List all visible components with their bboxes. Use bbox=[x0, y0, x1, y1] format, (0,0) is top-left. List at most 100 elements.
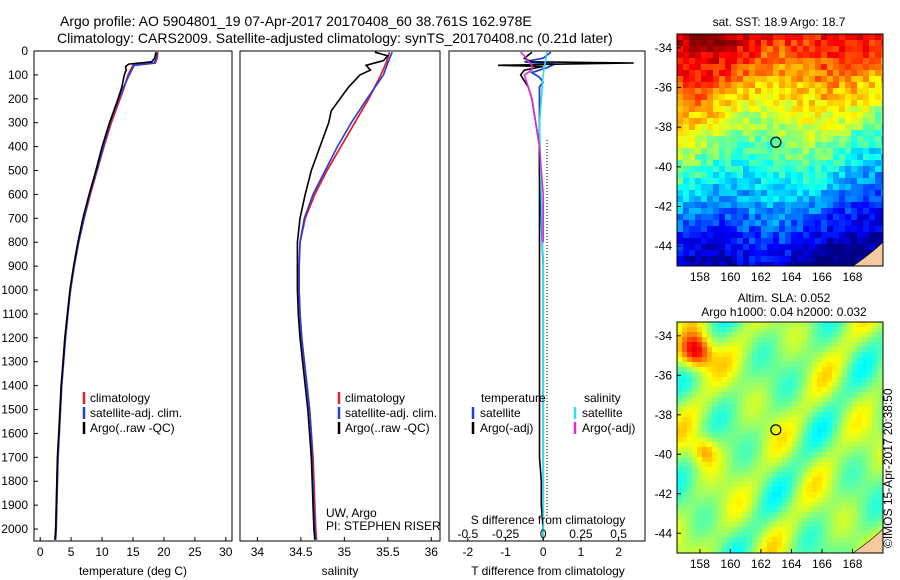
map-cell bbox=[837, 457, 843, 463]
map-cell bbox=[803, 220, 810, 227]
map-cell bbox=[782, 342, 788, 348]
map-cell bbox=[707, 422, 713, 428]
map-cell bbox=[791, 190, 798, 197]
map-cell bbox=[725, 136, 732, 143]
map-cell bbox=[802, 462, 808, 468]
map-cell bbox=[852, 332, 858, 338]
map-cell bbox=[797, 130, 804, 137]
map-cell bbox=[752, 397, 758, 403]
map-cell bbox=[822, 397, 828, 403]
map-cell bbox=[872, 532, 878, 538]
map-cell bbox=[772, 517, 778, 523]
map-cell bbox=[867, 467, 873, 473]
map-cell bbox=[712, 507, 718, 513]
map-cell bbox=[692, 327, 698, 333]
map-cell bbox=[852, 522, 858, 528]
map-cell bbox=[827, 472, 833, 478]
map-cell bbox=[773, 262, 780, 266]
map-cell bbox=[817, 382, 823, 388]
map-cell bbox=[802, 512, 808, 518]
map-cell bbox=[695, 172, 702, 179]
map-cell bbox=[767, 70, 774, 77]
map-cell bbox=[767, 208, 774, 215]
map-cell bbox=[713, 226, 720, 233]
map-cell bbox=[817, 337, 823, 343]
map-cell bbox=[803, 100, 810, 107]
map-cell bbox=[742, 472, 748, 478]
map-cell bbox=[761, 178, 768, 185]
map-cell bbox=[809, 100, 816, 107]
map-cell bbox=[837, 397, 843, 403]
map-cell bbox=[762, 547, 768, 553]
map-cell bbox=[847, 497, 853, 503]
map-cell bbox=[852, 452, 858, 458]
map-cell bbox=[677, 517, 683, 523]
map-cell bbox=[677, 402, 683, 408]
map-cell bbox=[749, 238, 756, 245]
map-cell bbox=[767, 214, 774, 221]
temperature-xtick-label: 20 bbox=[157, 545, 171, 559]
map-cell bbox=[712, 537, 718, 543]
map-cell bbox=[782, 472, 788, 478]
map-cell bbox=[847, 327, 853, 333]
map-cell bbox=[815, 82, 822, 89]
map-cell bbox=[815, 124, 822, 131]
map-cell bbox=[687, 542, 693, 548]
map-cell bbox=[857, 46, 864, 53]
map-cell bbox=[682, 327, 688, 333]
map-cell bbox=[749, 130, 756, 137]
map-cell bbox=[867, 397, 873, 403]
map-cell bbox=[732, 402, 738, 408]
map-cell bbox=[761, 112, 768, 119]
map-cell bbox=[807, 347, 813, 353]
map-cell bbox=[677, 532, 683, 538]
map-cell bbox=[772, 392, 778, 398]
map-cell bbox=[737, 422, 743, 428]
sst-map-title: sat. SST: 18.9 Argo: 18.7 bbox=[713, 15, 846, 29]
map-cell bbox=[767, 160, 774, 167]
map-cell bbox=[792, 537, 798, 543]
map-cell bbox=[809, 262, 816, 266]
map-cell bbox=[832, 352, 838, 358]
map-cell bbox=[772, 537, 778, 543]
map-cell bbox=[862, 362, 868, 368]
map-cell bbox=[822, 517, 828, 523]
map-cell bbox=[815, 244, 822, 251]
map-cell bbox=[707, 214, 714, 221]
map-cell bbox=[812, 487, 818, 493]
map-cell bbox=[842, 412, 848, 418]
map-cell bbox=[875, 238, 882, 245]
map-cell bbox=[869, 64, 876, 71]
map-cell bbox=[807, 327, 813, 333]
map-cell bbox=[722, 482, 728, 488]
map-cell bbox=[875, 64, 882, 71]
map-cell bbox=[842, 512, 848, 518]
map-cell bbox=[687, 537, 693, 543]
map-cell bbox=[822, 387, 828, 393]
map-cell bbox=[792, 322, 798, 328]
map-cell bbox=[779, 124, 786, 131]
map-cell bbox=[872, 472, 878, 478]
map-cell bbox=[755, 130, 762, 137]
map-cell bbox=[743, 58, 750, 65]
map-cell bbox=[683, 166, 690, 173]
map-cell bbox=[767, 407, 773, 413]
map-cell bbox=[772, 437, 778, 443]
map-cell bbox=[697, 427, 703, 433]
map-cell bbox=[872, 517, 878, 523]
map-cell bbox=[737, 250, 744, 257]
map-cell bbox=[872, 417, 878, 423]
map-cell bbox=[752, 322, 758, 328]
map-cell bbox=[682, 487, 688, 493]
map-cell bbox=[881, 178, 883, 185]
map-cell bbox=[701, 256, 708, 263]
map-cell bbox=[752, 327, 758, 333]
map-cell bbox=[701, 244, 708, 251]
map-cell bbox=[697, 447, 703, 453]
map-cell bbox=[777, 482, 783, 488]
map-cell bbox=[857, 402, 863, 408]
map-cell bbox=[749, 70, 756, 77]
map-cell bbox=[767, 337, 773, 343]
map-cell bbox=[749, 88, 756, 95]
map-cell bbox=[802, 387, 808, 393]
